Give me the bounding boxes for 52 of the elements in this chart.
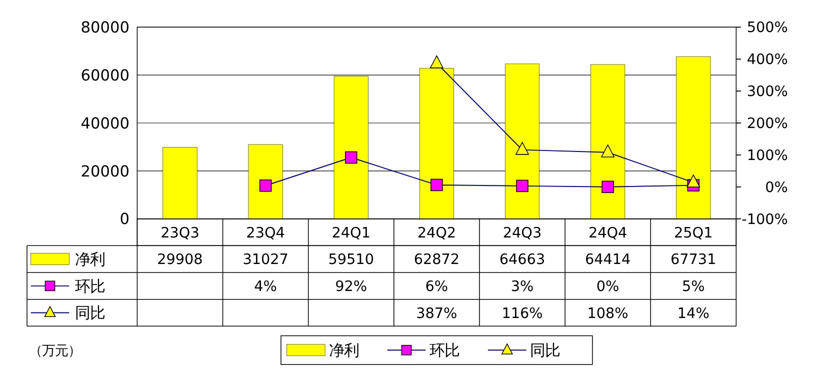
text: 环比 [74, 277, 105, 296]
point [516, 142, 529, 155]
y2-tick-label: -100% [742, 212, 788, 228]
y-tick-label: 20000 [80, 162, 130, 180]
x-tick-label: 24Q4 [588, 225, 628, 242]
data-label: 59510 [328, 252, 374, 268]
point [516, 180, 528, 192]
data-label: 108% [587, 306, 628, 322]
point [344, 151, 358, 164]
data-label: 92% [335, 278, 368, 295]
legend-label: 净利 [74, 250, 105, 268]
data-label: 29908 [157, 252, 203, 268]
x-tick-label: 24Q2 [417, 225, 456, 242]
y-tick-label: 40000 [80, 114, 130, 132]
data-label: 387% [416, 306, 458, 322]
y2-tick-label: 0% [765, 180, 788, 196]
data-label: 3% [510, 278, 534, 295]
point [430, 55, 444, 68]
data-label: 62872 [414, 252, 460, 268]
y-tick-label: 0 [120, 210, 130, 228]
data-label: 31027 [242, 252, 288, 268]
data-label: 14% [677, 306, 710, 322]
y-tick-label: 80000 [80, 18, 130, 37]
y-tick-label: 60000 [80, 66, 130, 84]
data-label: 67731 [670, 252, 716, 268]
x-tick-label: 24Q1 [332, 225, 370, 242]
point [259, 179, 272, 192]
y2-tick-label: 200% [746, 116, 788, 132]
data-label: 64663 [499, 252, 546, 268]
data-label: 116% [502, 306, 543, 322]
y2-tick-label: 100% [746, 148, 788, 164]
data-label: 5% [682, 278, 705, 295]
x-tick-label: 23Q3 [160, 225, 200, 242]
point [602, 180, 614, 194]
text: 净利 [328, 341, 359, 360]
x-tick-label: 25Q1 [674, 225, 713, 242]
x-tick-label: 23Q4 [246, 225, 285, 242]
legend-label: 环比 [430, 341, 460, 360]
text: 同比 [74, 304, 105, 322]
data-label: 6% [425, 278, 448, 295]
x-tick-label: 24Q3 [502, 225, 542, 242]
data-label: 4% [254, 278, 277, 295]
data-label: 64414 [584, 252, 631, 268]
point [601, 144, 615, 158]
y2-tick-label: 300% [746, 84, 788, 100]
y2-tick-label: 500% [746, 20, 788, 36]
data-label: 0% [596, 278, 620, 295]
legend-label: 同比 [530, 341, 560, 360]
point [430, 178, 443, 192]
text: （万元） [28, 344, 81, 359]
point [686, 174, 700, 188]
y2-tick-label: 400% [746, 52, 788, 68]
